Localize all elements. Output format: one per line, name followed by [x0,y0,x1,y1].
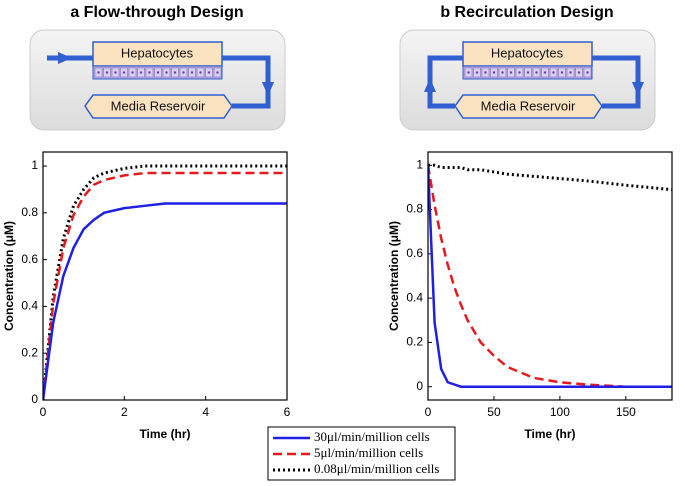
reservoir [454,94,603,119]
data-line [428,165,672,388]
y-tick-label: 0.8 [21,205,38,219]
cell-nucleus [165,71,168,74]
cell-nucleus [182,71,185,74]
legend-label: 30μl/min/million cells [314,429,430,444]
cell-nucleus [97,71,100,74]
cell-nucleus [501,71,504,74]
cell-nucleus [156,71,160,74]
arrow [262,82,274,96]
cell-nucleus [569,71,572,74]
data-line [43,164,287,400]
cell-nucleus [114,71,117,74]
chart: b Recirculation Design Time (hr) Concentra… [387,4,673,441]
plot-frame [427,151,673,401]
cell-nucleus [560,71,564,74]
y-axis-label: Concentration (μM) [2,221,16,331]
cell-nucleus [492,71,496,74]
cell-nucleus [199,71,202,74]
y-tick-label: 0.4 [406,290,423,304]
y-tick-label: 0.6 [406,246,423,260]
cell-nucleus [131,71,134,74]
cell-nucleus [467,71,470,74]
cell-nucleus [207,71,211,74]
cell-nucleus [139,71,143,74]
arrow [58,52,72,64]
data-line [43,202,287,400]
cell-nucleus [216,71,219,74]
arrow [424,78,436,92]
x-axis-label: Time (hr) [524,427,575,441]
data-line [43,171,287,400]
chart-title: b Recirculation Design [440,4,613,21]
cell-nucleus [586,71,589,74]
cell-nucleus [518,71,521,74]
y-tick-label: 0.2 [21,345,38,359]
diagram-label: Media Reservoir [111,98,206,113]
cell-nucleus [552,71,555,74]
plot-frame [42,151,288,401]
cell-nucleus [105,71,109,74]
cell-nucleus [148,71,151,74]
y-tick-label: 0 [416,379,423,393]
reservoir [84,94,233,119]
x-tick-label: 100 [550,405,570,419]
cell-nucleus [543,71,547,74]
cell-nucleus [484,71,487,74]
hepatocyte-chamber [462,41,593,67]
cell-nucleus [526,71,530,74]
arrow [632,82,644,96]
diagram-label: Hepatocytes [121,45,194,60]
y-tick-label: 1 [416,157,423,171]
cell-nucleus [577,71,581,74]
legend-label: 0.08μl/min/million cells [314,461,439,476]
cell-nucleus [173,71,177,74]
diagram-label: Hepatocytes [491,45,564,60]
cell-nucleus [190,71,194,74]
chart: a Flow-through Design Time (hr) Concentrat… [2,4,290,441]
legend-label: 5μl/min/million cells [314,445,423,460]
cell-nucleus [122,71,126,74]
cell-nucleus [475,71,479,74]
diagram-label: Media Reservoir [481,98,576,113]
data-line [428,165,672,388]
x-axis-label: Time (hr) [139,427,190,441]
x-tick-label: 0 [425,405,432,419]
x-tick-label: 4 [202,405,209,419]
y-tick-label: 1 [31,158,38,172]
x-tick-label: 0 [40,405,47,419]
y-tick-label: 0.6 [21,252,38,266]
chart-title: a Flow-through Design [70,4,243,21]
y-axis-label: Concentration (μM) [387,221,401,331]
diagram: Hepatocytes Media Reservoir [399,29,656,131]
x-tick-label: 50 [487,405,501,419]
cell-nucleus [535,71,538,74]
data-line [428,163,672,192]
x-tick-label: 6 [284,405,291,419]
cell-nucleus [509,71,513,74]
y-tick-label: 0.4 [21,299,38,313]
y-tick-label: 0.2 [406,335,423,349]
y-tick-label: 0 [31,392,38,406]
diagram: Hepatocytes Media Reservoir [29,29,286,131]
x-tick-label: 2 [121,405,128,419]
x-tick-label: 150 [616,405,636,419]
y-tick-label: 0.8 [406,202,423,216]
